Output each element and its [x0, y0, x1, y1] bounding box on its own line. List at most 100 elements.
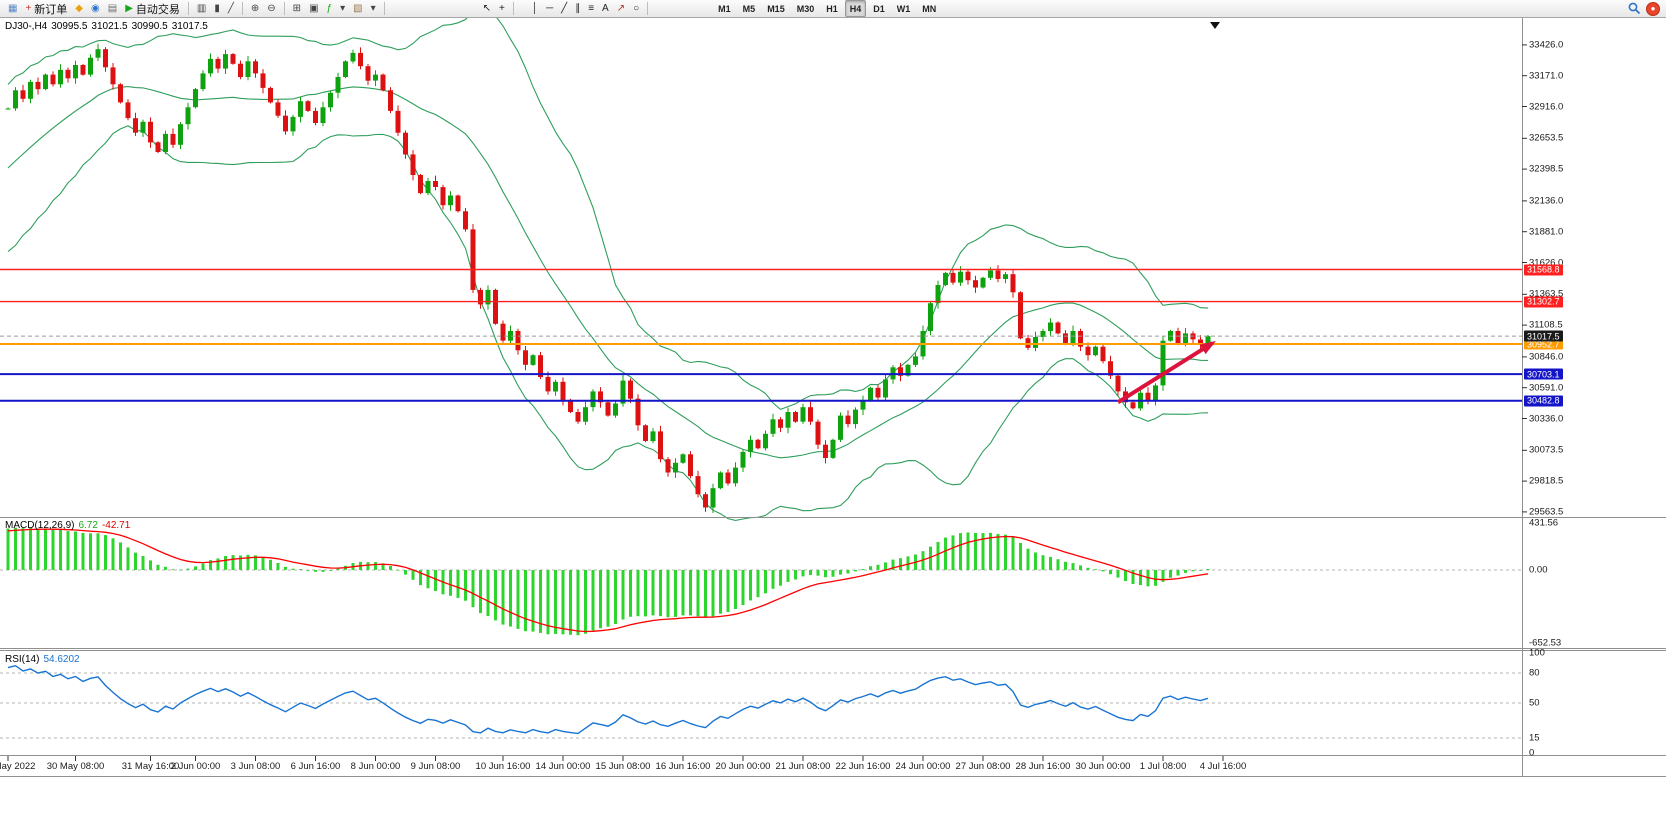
- macd-histogram-bar: [1101, 570, 1105, 572]
- macd-histogram-bar: [1199, 570, 1202, 571]
- text-icon[interactable]: A: [599, 0, 612, 17]
- time-tick-label: 15 Jun 08:00: [595, 761, 651, 772]
- navigator-icon[interactable]: ▤: [105, 0, 120, 17]
- candle-body: [230, 54, 236, 64]
- candle-body: [275, 102, 281, 116]
- macd-histogram-bar: [231, 555, 235, 570]
- macd-histogram-bar: [89, 533, 92, 570]
- trend-arrow-line[interactable]: [1116, 341, 1214, 404]
- line-chart-icon[interactable]: ╱: [225, 0, 237, 17]
- time-tick-label: 1 Jul 08:00: [1139, 761, 1187, 772]
- macd-histogram-bar: [884, 562, 887, 570]
- price-line-marker: 31302.7: [1524, 296, 1563, 308]
- price-line-marker: 30952.7: [1524, 338, 1563, 350]
- time-tick-label: 4 Jul 16:00: [1199, 761, 1247, 772]
- macd-histogram-bar: [1161, 570, 1165, 582]
- candle-body: [193, 89, 198, 108]
- community-icon[interactable]: ●: [1646, 1, 1660, 16]
- candle-body: [568, 399, 573, 412]
- timeframe-mn-button[interactable]: MN: [917, 0, 941, 17]
- macd-histogram-bar: [576, 570, 580, 636]
- timeframe-h4-button-label: H4: [849, 3, 862, 14]
- macd-histogram-bar: [224, 556, 227, 570]
- candle-body: [1018, 292, 1023, 339]
- candlestick-chart-icon[interactable]: ▮: [211, 0, 223, 17]
- indicators-dropdown-icon[interactable]: ▾: [337, 0, 348, 17]
- timeframe-h1-button[interactable]: H1: [821, 0, 843, 17]
- fibonacci-icon[interactable]: ≡: [585, 0, 597, 17]
- candle-body: [335, 77, 341, 93]
- candle-body: [643, 425, 648, 441]
- macd-histogram-bar: [374, 562, 377, 570]
- candle-body: [943, 272, 948, 285]
- shapes-icon[interactable]: ○: [630, 0, 642, 17]
- templates-icon[interactable]: ▧: [350, 0, 365, 17]
- tile-windows-icon[interactable]: ⊞: [290, 0, 304, 17]
- macd-histogram-bar: [171, 569, 175, 571]
- time-tick-label: 28 Jun 16:00: [1015, 761, 1071, 772]
- macd-histogram-bar: [1034, 552, 1037, 570]
- cursor-icon[interactable]: ↖: [480, 0, 494, 17]
- arrange-windows-icon[interactable]: ▣: [306, 0, 321, 17]
- crosshair-icon[interactable]: +: [496, 0, 508, 17]
- timeframe-w1-button[interactable]: W1: [892, 0, 916, 17]
- macd-histogram-bar: [1154, 570, 1157, 586]
- zoom-in-icon: ⊕: [250, 2, 260, 14]
- timeframe-m30-button[interactable]: M30: [792, 0, 820, 17]
- price-tick-label: 32136.0: [1529, 195, 1564, 207]
- macd-histogram-bar: [1004, 534, 1007, 570]
- macd-histogram-bar: [974, 533, 977, 570]
- macd-histogram-bar: [149, 560, 152, 570]
- metaeditor-icon[interactable]: ◆: [72, 0, 86, 17]
- timeframe-m1-button[interactable]: M1: [713, 0, 736, 17]
- macd-histogram-bar: [869, 566, 872, 570]
- chart-shift-marker[interactable]: [1210, 22, 1220, 29]
- channel-icon[interactable]: ∥: [572, 0, 583, 17]
- search-icon[interactable]: [1628, 2, 1641, 15]
- candle-body: [95, 49, 101, 58]
- macd-histogram-bar: [996, 533, 1000, 570]
- candle-body: [658, 431, 663, 460]
- candle-body: [1100, 346, 1106, 362]
- indicators-dropdown-icon: ▾: [340, 2, 346, 14]
- zoom-out-icon[interactable]: ⊖: [264, 0, 278, 17]
- horizontal-line-icon[interactable]: ─: [543, 0, 556, 17]
- candle-body: [110, 67, 116, 85]
- candle-body: [860, 399, 866, 410]
- timeframe-d1-button[interactable]: D1: [868, 0, 890, 17]
- timeframe-d1-button-label: D1: [873, 3, 885, 14]
- time-tick-label: 9 Jun 08:00: [410, 761, 461, 772]
- candle-body: [815, 421, 821, 445]
- timeframe-h4-button[interactable]: H4: [844, 0, 867, 17]
- bar-chart-icon[interactable]: ▥: [194, 0, 209, 17]
- arrows-icon[interactable]: ↗: [614, 0, 628, 17]
- trend-arrow-head[interactable]: [1199, 341, 1216, 355]
- candle-body: [80, 65, 86, 75]
- candle-body: [470, 229, 476, 290]
- new-order-button[interactable]: + 新订单: [22, 0, 70, 17]
- candle-body: [283, 115, 288, 132]
- candle-body: [673, 462, 678, 473]
- candle-body: [350, 52, 356, 62]
- macd-histogram-bar: [306, 570, 310, 571]
- new-chart-icon[interactable]: ▦: [5, 0, 20, 17]
- zoom-in-icon[interactable]: ⊕: [248, 0, 262, 17]
- candle-body: [695, 476, 701, 495]
- candle-body: [13, 90, 18, 109]
- autotrading-button[interactable]: ▶ 自动交易: [122, 0, 183, 17]
- candle-body: [50, 74, 56, 85]
- timeframe-w1-button-label: W1: [896, 3, 911, 14]
- macd-histogram-bar: [756, 570, 760, 598]
- timeframe-m15-button[interactable]: M15: [762, 0, 790, 17]
- templates-dropdown-icon[interactable]: ▾: [368, 0, 379, 17]
- timeframe-m5-button[interactable]: M5: [738, 0, 761, 17]
- indicators-icon[interactable]: ƒ: [324, 0, 336, 17]
- candle-body: [950, 272, 956, 283]
- vertical-line-icon[interactable]: │: [529, 0, 541, 17]
- candle-body: [208, 58, 213, 74]
- candle-body: [800, 407, 806, 422]
- terminal-icon[interactable]: ◉: [88, 0, 103, 17]
- macd-histogram-bar: [321, 570, 325, 572]
- trendline-icon[interactable]: ╱: [558, 0, 570, 17]
- macd-histogram-bar: [201, 563, 205, 570]
